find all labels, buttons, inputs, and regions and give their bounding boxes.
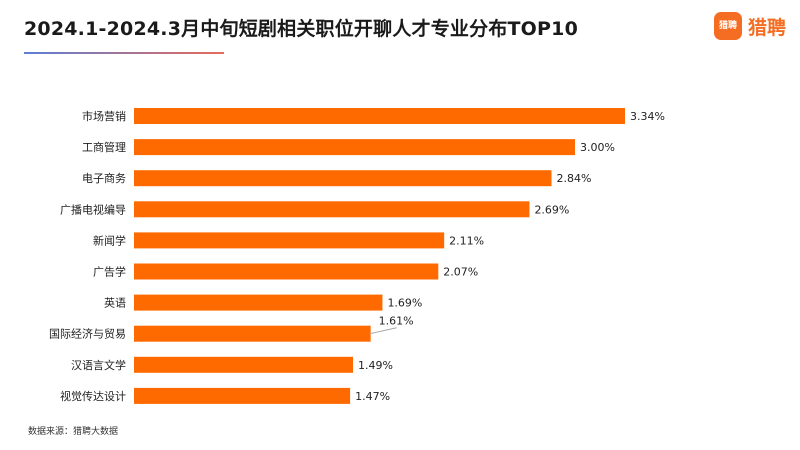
value-leader-line <box>369 327 397 335</box>
value-label: 3.34% <box>630 110 665 123</box>
bar-6 <box>134 263 439 280</box>
category-label: 广告学 <box>93 265 126 279</box>
bar-8 <box>134 325 371 342</box>
category-label: 市场营销 <box>82 109 126 123</box>
value-label: 3.00% <box>580 141 615 154</box>
logo-text: 猎聘 <box>747 16 786 39</box>
category-label: 国际经济与贸易 <box>49 327 126 341</box>
category-label: 电子商务 <box>82 171 126 185</box>
value-label: 1.49% <box>358 359 393 372</box>
value-label: 1.61% <box>379 315 414 328</box>
bar-7 <box>134 294 383 311</box>
data-source: 数据来源：猎聘大数据 <box>28 427 119 437</box>
category-label: 视觉传达设计 <box>60 389 126 403</box>
bar-9 <box>134 356 354 373</box>
liepin-logo: 猎聘 猎聘 <box>713 12 786 40</box>
value-label: 2.69% <box>534 203 569 216</box>
value-label: 2.84% <box>556 172 591 185</box>
title-underline <box>24 52 224 54</box>
chart-title: 2024.1-2024.3月中旬短剧相关职位开聊人才专业分布TOP10 <box>24 18 579 40</box>
value-label: 2.07% <box>443 266 478 279</box>
value-label: 1.69% <box>387 297 422 310</box>
bar-1 <box>134 108 625 124</box>
category-label: 英语 <box>104 296 126 310</box>
category-label: 广播电视编导 <box>60 202 126 216</box>
value-label: 1.47% <box>355 390 390 403</box>
category-label: 汉语言文学 <box>71 358 126 372</box>
bar-4 <box>134 201 530 218</box>
category-label: 新闻学 <box>93 233 126 247</box>
liepin-logo-icon: 猎聘 <box>713 12 742 40</box>
value-label: 2.11% <box>449 234 484 247</box>
category-label: 工商管理 <box>82 140 126 154</box>
bar-10 <box>134 387 351 404</box>
bar-2 <box>134 139 576 156</box>
bar-5 <box>134 232 445 249</box>
bar-3 <box>134 170 552 187</box>
